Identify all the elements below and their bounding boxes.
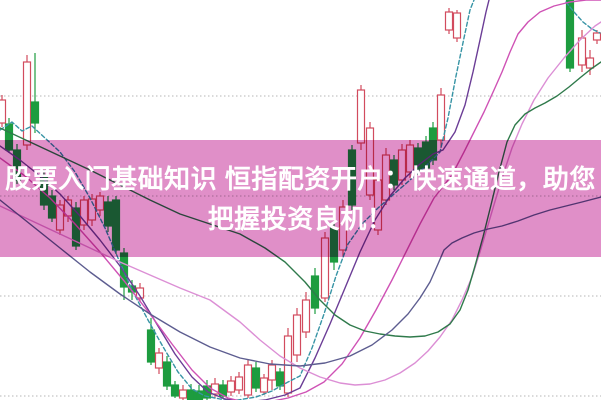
- promo-banner: 股票入门基础知识 恒指配资开户：快速通道，助您 把握投资良机！: [0, 140, 601, 257]
- promo-banner-line1: 股票入门基础知识 恒指配资开户：快速通道，助您: [5, 163, 596, 194]
- promo-banner-line2: 把握投资良机！: [207, 203, 394, 234]
